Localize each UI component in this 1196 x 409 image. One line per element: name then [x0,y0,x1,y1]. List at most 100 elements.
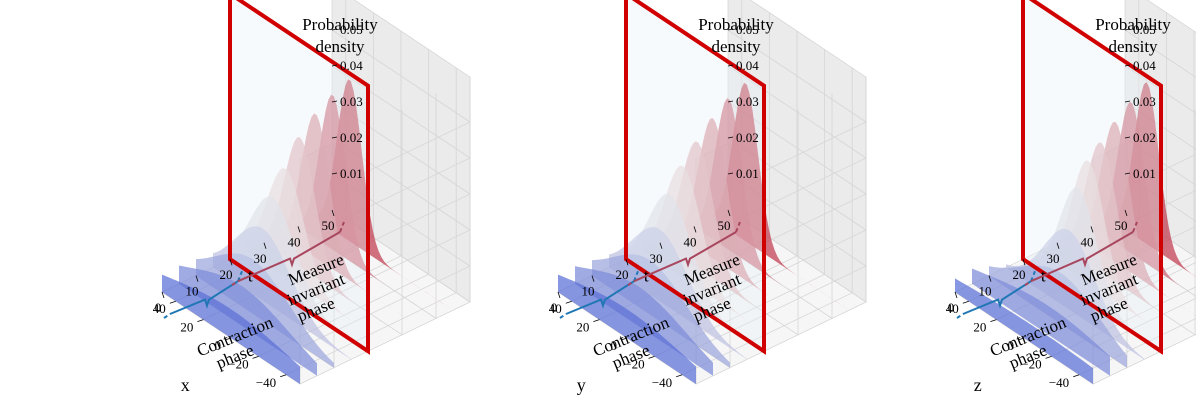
density-ridge [1091,101,1196,297]
z-tick-label: 0.05 [340,22,363,37]
phase-dash [559,313,567,319]
t-tick [229,259,233,266]
t-tick-label: 0 [948,300,955,315]
t-tick-label: 40 [1081,234,1094,249]
density-ridge [575,266,713,376]
density-ridge [955,278,1093,384]
phase-dash [163,313,171,319]
t-tick [195,275,199,282]
marker-plane [1021,0,1163,355]
t-tick-label: 30 [650,251,663,266]
z-axis-label-line: Probability [698,15,774,34]
t-tick-label: 30 [254,251,267,266]
t-tick [625,259,629,266]
gridline [727,77,867,303]
x-tick-label: −20 [624,356,644,371]
x-tick [962,300,969,304]
panel-z: −40−2002040z01020304050t0.010.020.030.04… [946,0,1196,395]
x-tick-label: 40 [153,301,166,316]
z-tick-label: 0.03 [736,94,759,109]
t-tick [297,226,301,233]
x-tick-label: 40 [946,301,959,316]
phase-dash [237,270,243,282]
t-tick-label: 50 [718,218,731,233]
x-tick [1017,337,1025,341]
gridline [1092,173,1196,349]
z-tick [727,136,734,139]
density-ridge [660,141,798,335]
z-tick-label: 0.03 [340,94,363,109]
panel-y: −40−2002040y01020304050t0.010.020.030.04… [549,0,867,395]
phase-dash [956,313,964,319]
z-tick-label: 0.02 [340,130,363,145]
z-tick [1124,136,1131,139]
z-tick-label: 0.01 [1133,166,1156,181]
x-tick [990,319,997,322]
z-tick [727,28,734,31]
t-tick-label: 20 [1013,267,1026,282]
t-tick-label: 50 [322,218,335,233]
z-axis-label-line: density [711,37,761,56]
t-tick-label: 0 [155,300,162,315]
phase-dash [1132,221,1138,233]
density-ridge [558,274,696,384]
t-tick [954,291,958,299]
gridline [299,173,471,349]
phase-brace [169,280,239,315]
x-tick-label: −40 [652,375,672,390]
density-ridge [298,94,436,319]
density-ridge [677,118,815,327]
gridline [695,173,867,349]
x-tick [593,319,600,322]
t-tick-label: 20 [616,267,629,282]
z-tick [331,64,338,67]
x-tick-label: 40 [549,301,562,316]
z-tick [727,64,734,67]
t-tick [557,291,561,299]
z-tick [331,28,338,31]
z-tick-label: 0.04 [1133,58,1156,73]
z-tick-label: 0.05 [736,22,759,37]
density-ridge [972,268,1110,376]
x-axis-label: z [974,375,982,395]
t-tick [727,209,731,217]
z-tick-label: 0.05 [1133,22,1156,37]
z-axis-label-line: Probability [1095,15,1171,34]
t-tick-label: 30 [1047,251,1060,266]
phase-dash [735,221,741,233]
x-axis-label: x [181,375,190,395]
phase-brace [633,231,737,283]
x-tick [224,337,232,341]
t-tick [591,275,595,282]
t-tick [1124,209,1128,217]
t-tick [1022,259,1026,266]
z-tick [1124,172,1131,175]
x-tick [676,374,683,378]
x-tick [280,374,287,378]
phase-brace [565,280,635,315]
density-ridge [162,274,300,384]
panel-x: −40−2002040x01020304050t0.010.020.030.04… [153,0,471,395]
phase-dash [339,221,345,233]
x-tick-label: 0 [611,338,618,353]
z-axis-label-line: density [315,37,365,56]
x-tick-label: −20 [1021,356,1041,371]
x-tick [169,300,176,304]
phase-brace [1030,231,1134,283]
marker-plane [624,0,766,355]
phase-dash [1024,280,1032,287]
t-tick [659,242,663,249]
z-axis-label-line: Probability [302,15,378,34]
x-tick-label: 0 [215,338,222,353]
t-tick-label: 40 [288,234,301,249]
z-tick-label: 0.04 [340,58,363,73]
density-ridge [315,79,453,311]
t-tick [331,209,335,217]
phase-dash [633,270,639,282]
z-tick-label: 0.03 [1133,94,1156,109]
z-tick [1124,64,1131,67]
x-tick-label: −40 [1049,375,1069,390]
z-tick-label: 0.04 [736,58,759,73]
t-tick [988,275,992,282]
